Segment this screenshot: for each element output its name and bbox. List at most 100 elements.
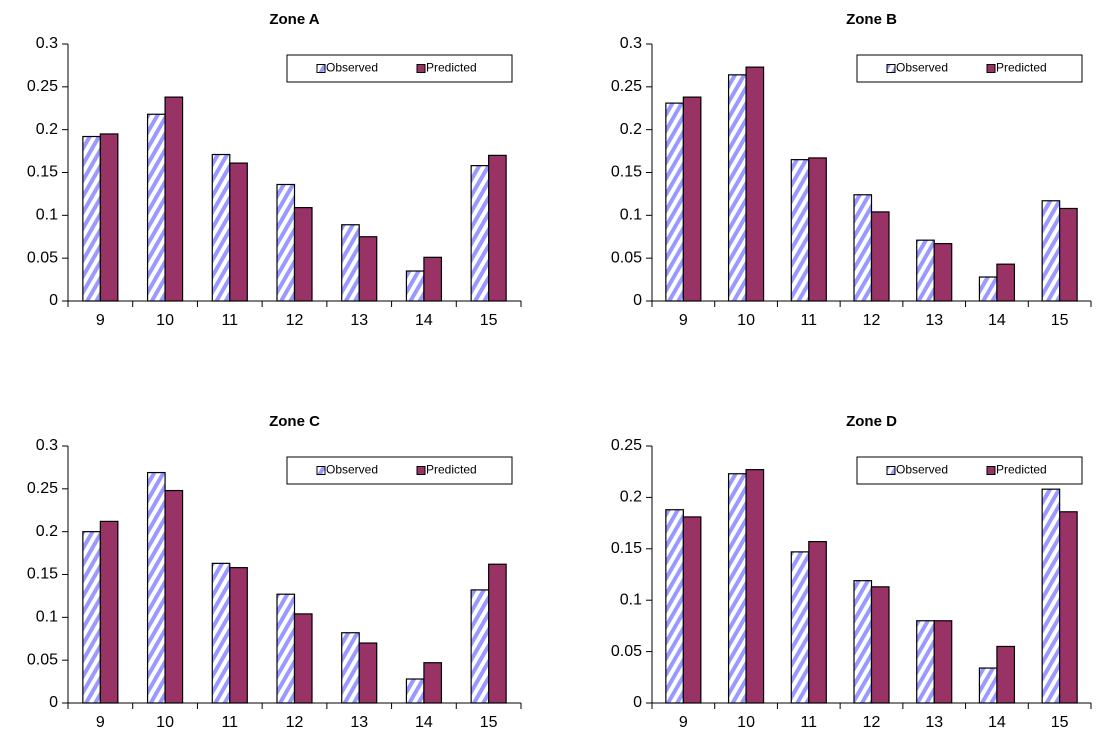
bar — [293, 613, 313, 704]
x-tick-label: 9 — [679, 312, 688, 329]
y-tick-label: 0.1 — [36, 609, 58, 626]
y-tick-label: 0.25 — [611, 78, 642, 95]
bar — [99, 133, 119, 302]
bar — [229, 162, 248, 302]
bar — [358, 236, 378, 302]
legend-swatch — [416, 64, 426, 73]
x-tick-label: 9 — [96, 714, 105, 731]
bar — [933, 243, 953, 302]
x-tick-label: 14 — [415, 312, 433, 329]
y-tick-label: 0.1 — [620, 207, 642, 224]
x-tick-label: 15 — [480, 312, 498, 329]
x-tick-label: 10 — [156, 312, 174, 329]
x-tick-label: 13 — [350, 714, 368, 731]
bar — [405, 270, 425, 302]
bar — [745, 469, 765, 704]
bar — [790, 159, 810, 302]
y-tick-label: 0.05 — [611, 249, 642, 266]
bar — [488, 563, 507, 704]
bar — [1059, 511, 1078, 704]
legend-swatch — [416, 466, 426, 475]
bar — [341, 224, 360, 302]
y-tick-label: 0.3 — [620, 35, 642, 52]
bar — [405, 678, 425, 704]
bar — [933, 620, 953, 704]
legend-swatch — [986, 64, 996, 73]
x-tick-label: 13 — [350, 312, 368, 329]
legend-label: Observed — [896, 61, 948, 75]
x-tick-label: 10 — [737, 714, 755, 731]
y-tick-label: 0.05 — [27, 249, 58, 266]
x-tick-label: 13 — [925, 312, 943, 329]
chart-title: Zone B — [846, 11, 897, 28]
bar — [82, 531, 101, 704]
bar — [853, 194, 873, 302]
x-tick-label: 10 — [737, 312, 755, 329]
legend-swatch — [316, 64, 326, 73]
bar — [1059, 207, 1078, 302]
bar — [229, 567, 248, 704]
x-tick-label: 10 — [156, 714, 174, 731]
legend-label: Predicted — [996, 61, 1047, 75]
legend-label: Predicted — [996, 463, 1047, 477]
y-tick-label: 0.15 — [611, 164, 642, 181]
x-tick-label: 15 — [1051, 714, 1069, 731]
legend-label: Observed — [326, 61, 378, 75]
bar — [1041, 488, 1061, 704]
bar — [488, 154, 507, 302]
bar — [727, 74, 747, 302]
y-tick-label: 0.2 — [36, 523, 58, 540]
bar — [978, 667, 998, 704]
bar — [470, 165, 490, 302]
x-tick-label: 14 — [415, 714, 433, 731]
bar — [682, 516, 702, 704]
legend-swatch — [886, 466, 896, 475]
x-tick-label: 11 — [221, 312, 238, 329]
y-tick-label: 0 — [49, 694, 58, 711]
x-tick-label: 11 — [800, 714, 817, 731]
x-tick-label: 15 — [1051, 312, 1069, 329]
bar — [682, 96, 702, 302]
legend-label: Observed — [326, 463, 378, 477]
bar — [665, 509, 684, 704]
x-tick-label: 14 — [988, 312, 1006, 329]
chart-title: Zone C — [269, 413, 320, 430]
chart-title: Zone D — [846, 413, 897, 430]
y-tick-label: 0.2 — [36, 121, 58, 138]
bar — [358, 642, 378, 704]
bar — [916, 620, 935, 704]
bar — [870, 586, 890, 704]
x-tick-label: 9 — [679, 714, 688, 731]
bar — [341, 632, 360, 704]
legend-swatch — [886, 64, 896, 73]
y-tick-label: 0.2 — [620, 489, 642, 506]
y-tick-label: 0.2 — [620, 121, 642, 138]
y-tick-label: 0 — [633, 292, 642, 309]
x-tick-label: 12 — [286, 312, 304, 329]
y-tick-label: 0.15 — [611, 540, 642, 557]
x-tick-label: 15 — [480, 714, 498, 731]
x-tick-label: 9 — [96, 312, 105, 329]
bar — [996, 645, 1016, 704]
bar — [665, 102, 684, 302]
y-tick-label: 0.15 — [27, 164, 58, 181]
bar — [211, 153, 231, 302]
bar — [870, 211, 890, 302]
y-tick-label: 0.25 — [27, 480, 58, 497]
x-tick-label: 12 — [863, 312, 881, 329]
bar — [164, 96, 184, 302]
x-tick-label: 12 — [863, 714, 881, 731]
x-tick-label: 11 — [800, 312, 817, 329]
bar — [164, 489, 184, 704]
y-tick-label: 0.05 — [27, 651, 58, 668]
bar — [1041, 200, 1061, 302]
x-tick-label: 12 — [286, 714, 304, 731]
y-tick-label: 0.05 — [611, 643, 642, 660]
bar — [146, 471, 166, 704]
bar — [996, 263, 1016, 302]
bar — [99, 520, 119, 704]
y-tick-label: 0 — [633, 694, 642, 711]
bar — [276, 183, 296, 302]
x-tick-label: 11 — [221, 714, 238, 731]
